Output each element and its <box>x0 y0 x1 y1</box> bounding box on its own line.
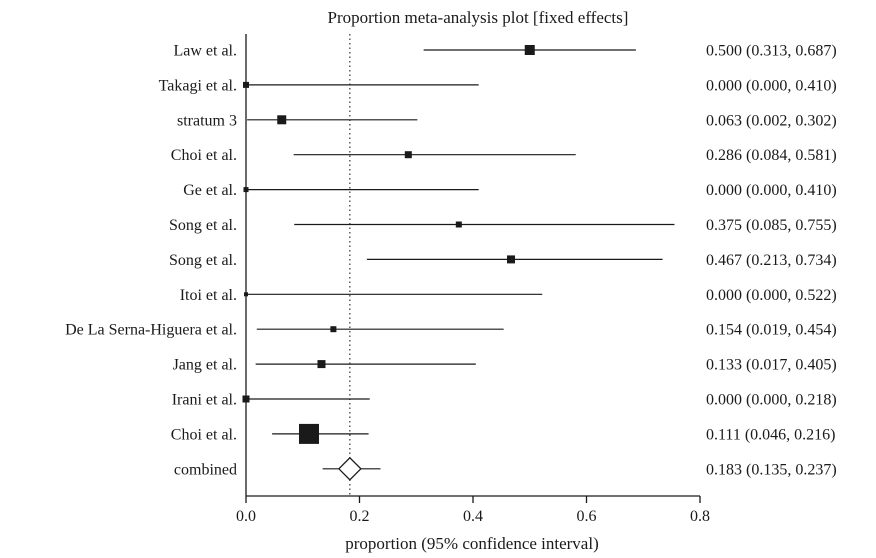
point-estimate <box>298 423 319 444</box>
ci-value-label: 0.000 (0.000, 0.410) <box>706 77 837 94</box>
study-label: Choi et al. <box>171 426 237 443</box>
study-label: Jang et al. <box>173 357 237 374</box>
plot-marks: 0.0 0.2 0.4 0.6 0.8 Law et al. 0.500 (0.313, 0… <box>65 34 837 525</box>
point-estimate <box>404 151 412 159</box>
point-estimate <box>455 221 462 228</box>
point-estimate <box>524 45 535 55</box>
study-label: Law et al. <box>173 43 237 60</box>
ci-value-label: 0.500 (0.313, 0.687) <box>706 43 837 60</box>
combined-diamond <box>337 456 362 481</box>
study-label: De La Serna-Higuera et al. <box>65 322 237 339</box>
point-estimate <box>507 255 516 264</box>
ci-value-label: 0.000 (0.000, 0.218) <box>706 392 837 409</box>
x-tick-label: 0.6 <box>577 508 597 525</box>
ci-value-label: 0.000 (0.000, 0.410) <box>706 182 837 199</box>
point-estimate <box>330 326 337 333</box>
study-label: Itoi et al. <box>180 287 237 304</box>
study-label: Song et al. <box>169 217 237 234</box>
study-label: Takagi et al. <box>159 77 237 94</box>
ci-value-label: 0.286 (0.084, 0.581) <box>706 147 837 164</box>
point-estimate <box>243 81 249 88</box>
combined-ci-value-label: 0.183 (0.135, 0.237) <box>706 461 837 478</box>
study-label: Irani et al. <box>172 392 237 409</box>
point-estimate <box>317 360 326 369</box>
x-axis-label: proportion (95% confidence interval) <box>345 534 599 553</box>
study-label: stratum 3 <box>177 112 237 129</box>
point-estimate <box>242 395 250 403</box>
x-tick-label: 0.4 <box>463 508 483 525</box>
study-label: Choi et al. <box>171 147 237 164</box>
ci-value-label: 0.467 (0.213, 0.734) <box>706 252 837 269</box>
ci-value-label: 0.000 (0.000, 0.522) <box>706 287 837 304</box>
point-estimate <box>277 115 287 125</box>
x-tick-label: 0.8 <box>690 508 710 525</box>
study-label: Song et al. <box>169 252 237 269</box>
ci-value-label: 0.133 (0.017, 0.405) <box>706 357 837 374</box>
study-label: Ge et al. <box>183 182 237 199</box>
combined-label: combined <box>174 461 237 478</box>
x-tick-label: 0.0 <box>236 508 256 525</box>
point-estimate <box>243 187 249 193</box>
ci-value-label: 0.063 (0.002, 0.302) <box>706 112 837 129</box>
point-estimate <box>244 292 248 297</box>
ci-value-label: 0.111 (0.046, 0.216) <box>706 426 835 443</box>
ci-value-label: 0.375 (0.085, 0.755) <box>706 217 837 234</box>
chart-title: Proportion meta-analysis plot [fixed eff… <box>328 8 629 27</box>
x-tick-label: 0.2 <box>350 508 370 525</box>
ci-value-label: 0.154 (0.019, 0.454) <box>706 322 837 339</box>
